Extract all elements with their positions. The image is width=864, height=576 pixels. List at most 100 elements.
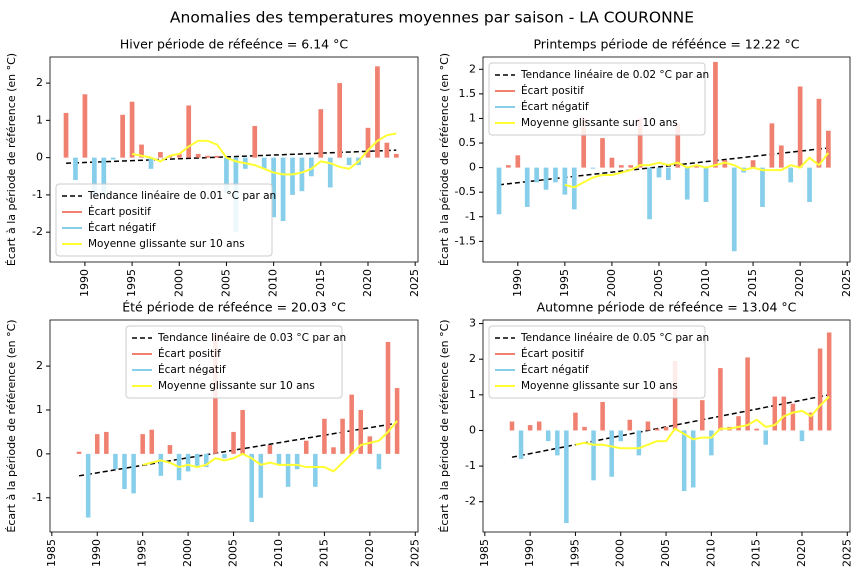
axes-frame	[49, 56, 419, 263]
x-tick-label: 2015	[317, 539, 330, 567]
bar	[772, 396, 778, 431]
subplot: Été période de réfeénce = 20.03 °C Écart …	[5, 300, 421, 568]
bar	[636, 430, 642, 456]
bar	[754, 428, 759, 431]
x-tick-label: 2005	[652, 269, 665, 297]
x-tick-label: 2010	[704, 539, 717, 567]
legend-box	[488, 325, 706, 399]
moving-average-line	[131, 132, 397, 176]
bar	[545, 430, 551, 442]
bar	[176, 153, 182, 158]
bar	[365, 127, 371, 158]
x-tick-label: 1990	[511, 269, 524, 297]
bar	[267, 445, 273, 454]
bar	[376, 453, 382, 470]
figure-title: Anomalies des temperatures moyennes par …	[170, 9, 694, 27]
bar	[76, 451, 82, 454]
bar	[252, 125, 258, 158]
bar	[797, 86, 803, 168]
bar	[214, 155, 220, 158]
bar	[590, 167, 596, 169]
y-axis-label: Écart à la période de référence (en °C)	[438, 53, 451, 266]
bar	[718, 368, 723, 431]
bar	[637, 118, 643, 168]
x-tick-label: 2000	[614, 539, 627, 567]
bar	[703, 167, 709, 203]
bar	[290, 157, 295, 195]
bar	[609, 157, 615, 168]
bar	[627, 419, 633, 431]
bar	[101, 157, 107, 195]
bar	[337, 83, 343, 158]
moving-average-line	[575, 395, 830, 450]
legend-label: Écart négatif	[521, 363, 589, 376]
x-tick-label: 2025	[840, 539, 853, 567]
bar	[736, 416, 741, 431]
x-tick-label: 2010	[699, 269, 712, 297]
bar	[195, 153, 201, 158]
y-tick-label: -1	[32, 491, 43, 504]
bar	[769, 123, 775, 168]
x-tick-label: 2020	[795, 539, 808, 567]
bar	[763, 430, 768, 445]
bar	[663, 426, 669, 431]
bar	[816, 98, 822, 168]
bar	[385, 341, 391, 454]
bar	[731, 167, 737, 252]
legend-label: Tendance linéaire de 0.05 °C par an	[520, 332, 709, 344]
legend: Tendance linéaire de 0.01 °C par an Écart…	[55, 183, 276, 257]
subplot: Hiver période de réfeénce = 6.14 °C Écart…	[5, 37, 421, 298]
bar	[303, 440, 309, 454]
bar	[496, 167, 502, 215]
bar	[285, 453, 291, 487]
bar	[158, 453, 164, 476]
x-tick-label: 1985	[45, 539, 58, 567]
x-tick-label: 2015	[746, 269, 759, 297]
y-tick-label: 0	[469, 423, 476, 436]
bar	[204, 453, 209, 468]
bar	[85, 453, 91, 518]
bar	[358, 409, 364, 454]
y-tick-label: -1.5	[455, 234, 476, 247]
bar	[205, 155, 210, 158]
bar	[656, 167, 662, 178]
legend-label: Écart positif	[88, 205, 151, 218]
x-tick-label: 2020	[361, 269, 374, 297]
y-axis-label: Écart à la période de référence (en °C)	[438, 319, 451, 532]
bar	[745, 357, 750, 431]
bar	[571, 167, 577, 210]
bar	[122, 453, 127, 489]
x-tick-label: 2005	[227, 539, 240, 567]
y-tick-label: 2	[36, 359, 43, 372]
y-tick-label: 0	[36, 447, 43, 460]
bar	[393, 153, 399, 158]
bar	[534, 167, 539, 183]
bar	[808, 412, 814, 431]
bar	[826, 332, 832, 431]
x-tick-label: 2020	[363, 539, 376, 567]
x-tick-label: 1995	[136, 539, 149, 567]
bar	[645, 421, 651, 431]
bar	[509, 421, 515, 431]
x-tick-label: 2010	[272, 539, 285, 567]
x-tick-label: 2015	[314, 269, 327, 297]
bar	[788, 167, 794, 183]
bar	[331, 447, 336, 454]
x-tick-label: 2020	[793, 269, 806, 297]
bar	[562, 167, 568, 195]
y-tick-label: -1	[32, 188, 43, 201]
bar	[327, 157, 333, 188]
bar	[781, 396, 787, 431]
x-tick-label: 2000	[181, 539, 194, 567]
y-tick-label: 1	[36, 403, 43, 416]
bar	[675, 123, 681, 168]
bar	[73, 157, 78, 180]
x-tick-label: 2000	[605, 269, 618, 297]
y-tick-label: 1	[469, 388, 476, 401]
bar	[384, 142, 390, 158]
y-tick-label: 0	[469, 161, 476, 174]
bar	[367, 436, 373, 454]
bar	[681, 430, 687, 492]
bar	[186, 105, 192, 158]
bar	[581, 118, 587, 168]
